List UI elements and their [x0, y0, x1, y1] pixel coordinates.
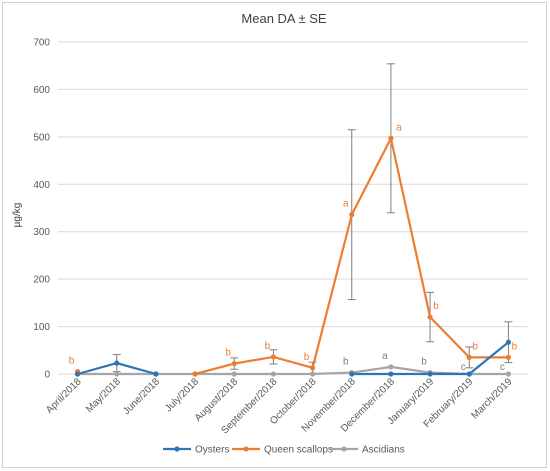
- legend-label: Oysters: [195, 445, 229, 456]
- data-point: [114, 360, 120, 366]
- data-point: [349, 371, 355, 377]
- data-point: [74, 371, 81, 377]
- legend: Oysters Queen scallops Ascidians: [163, 445, 405, 456]
- data-point: [231, 360, 237, 367]
- significance-letter: c: [500, 362, 505, 373]
- data-point: [466, 354, 472, 360]
- data-point: [270, 354, 277, 360]
- data-point: [505, 354, 512, 360]
- significance-letter: b: [512, 341, 518, 352]
- data-point: [427, 371, 433, 377]
- y-tick-label: 400: [33, 180, 50, 191]
- y-tick-label: 700: [33, 38, 50, 49]
- legend-swatch-marker: [174, 446, 180, 452]
- significance-letter: b: [225, 348, 231, 359]
- chart-title: Mean DA ± SE: [241, 11, 327, 26]
- series-lines: [77, 137, 510, 376]
- data-point: [270, 371, 277, 377]
- data-point: [114, 371, 120, 377]
- data-point: [231, 371, 237, 377]
- y-tick-label: 500: [33, 132, 50, 143]
- data-point: [388, 371, 394, 377]
- x-tick-label: April/2018: [44, 376, 84, 416]
- significance-letter: a: [396, 122, 402, 133]
- y-tick-labels: 0 100 200 300 400 500 600 700: [33, 38, 50, 381]
- legend-swatch-marker: [243, 446, 249, 452]
- x-tick-label: March/2019: [469, 376, 514, 421]
- data-point: [427, 314, 433, 320]
- significance-letter: b: [304, 352, 310, 363]
- y-tick-label: 300: [33, 227, 50, 238]
- y-tick-label: 200: [33, 275, 50, 286]
- y-tick-label: 600: [33, 85, 50, 96]
- significance-letter: b: [265, 341, 271, 352]
- significance-letter: b: [433, 301, 439, 312]
- data-point: [309, 371, 316, 377]
- legend-label: Ascidians: [362, 445, 405, 456]
- data-point: [505, 339, 512, 345]
- series-line-2: [77, 365, 509, 376]
- legend-label: Queen scallops: [264, 445, 333, 456]
- significance-letter: b: [69, 356, 75, 367]
- significance-letter: b: [472, 341, 478, 352]
- significance-letter: b: [421, 357, 427, 368]
- significance-letter: a: [343, 199, 349, 210]
- x-tick-label: May/2018: [84, 376, 123, 415]
- data-point: [309, 365, 316, 371]
- x-tick-label: July/2018: [163, 376, 201, 414]
- gridlines: [58, 41, 528, 375]
- significance-letter: c: [461, 362, 466, 373]
- y-axis-label: µg/kg: [12, 203, 23, 228]
- data-point: [349, 212, 355, 218]
- data-points: [74, 135, 512, 377]
- data-point: [466, 371, 472, 377]
- significance-letter: b: [343, 357, 349, 368]
- data-point: [192, 371, 198, 377]
- data-point: [388, 135, 394, 141]
- data-point: [153, 371, 159, 377]
- y-tick-label: 0: [44, 370, 50, 381]
- x-tick-label: June/2018: [121, 376, 162, 417]
- y-tick-label: 100: [33, 322, 50, 333]
- legend-swatch-marker: [341, 446, 347, 452]
- data-point: [388, 364, 394, 370]
- significance-letter: a: [382, 351, 388, 362]
- data-point: [505, 371, 512, 377]
